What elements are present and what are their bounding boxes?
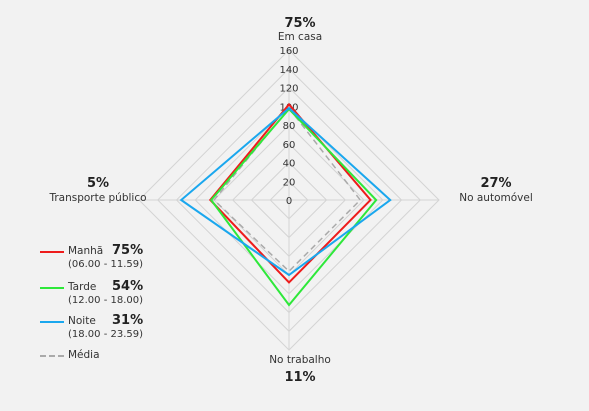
axis-name-transporte-publico: Transporte público (49, 192, 147, 204)
legend-swatch-tarde (40, 287, 64, 289)
legend-item-tarde: Tarde 54% (12.00 - 18.00) (40, 279, 200, 310)
axis-label-no-trabalho: No trabalho 11% (240, 355, 360, 384)
axis-label-em-casa: 75% Em casa (240, 17, 360, 43)
legend-item-media: Média (40, 348, 200, 378)
axis-name-em-casa: Em casa (277, 31, 323, 43)
legend-pct-tarde: 54% (112, 279, 144, 294)
legend-item-manha: Manhã 75% (06.00 - 11.59) (40, 243, 200, 274)
legend-name-tarde: Tarde (68, 281, 97, 293)
legend-pct-noite: 31% (112, 313, 144, 328)
tick-label-140: 140 (279, 65, 298, 76)
series-line-Tarde (209, 107, 378, 307)
axis-pct-no-automovel: 27% (480, 176, 512, 191)
legend-pct-manha: 75% (112, 243, 144, 258)
legend-name-media: Média (68, 349, 100, 361)
tick-label-120: 120 (279, 84, 298, 95)
legend-range-manha: (06.00 - 11.59) (68, 259, 144, 270)
series-line-Noite (179, 106, 392, 277)
series-line-Manhã (208, 102, 372, 284)
legend-swatch-noite (40, 321, 64, 323)
legend-name-manha: Manhã (68, 245, 104, 257)
tick-label-60: 60 (283, 140, 296, 151)
axis-pct-transporte-publico: 5% (86, 176, 110, 191)
legend-swatch-media (40, 355, 64, 357)
axis-name-no-automovel: No automóvel (459, 192, 533, 204)
axis-name-no-trabalho: No trabalho (269, 354, 331, 366)
legend-range-tarde: (12.00 - 18.00) (68, 295, 144, 306)
axis-label-transporte-publico: 5% Transporte público (38, 177, 158, 204)
axis-pct-em-casa: 75% (284, 16, 316, 31)
series-line-Média (212, 106, 362, 273)
legend-name-noite: Noite (68, 315, 96, 327)
tick-label-80: 80 (283, 121, 296, 132)
legend-range-noite: (18.00 - 23.59) (68, 329, 144, 340)
axis-pct-no-trabalho: 11% (284, 369, 316, 385)
tick-label-160: 160 (279, 46, 298, 57)
axis-label-no-automovel: 27% No automóvel (436, 177, 556, 204)
legend-swatch-manha (40, 251, 64, 253)
tick-label-40: 40 (283, 159, 296, 170)
tick-label-0: 0 (286, 196, 292, 207)
legend-item-noite: Noite 31% (18.00 - 23.59) (40, 313, 200, 344)
tick-label-20: 20 (283, 177, 296, 188)
